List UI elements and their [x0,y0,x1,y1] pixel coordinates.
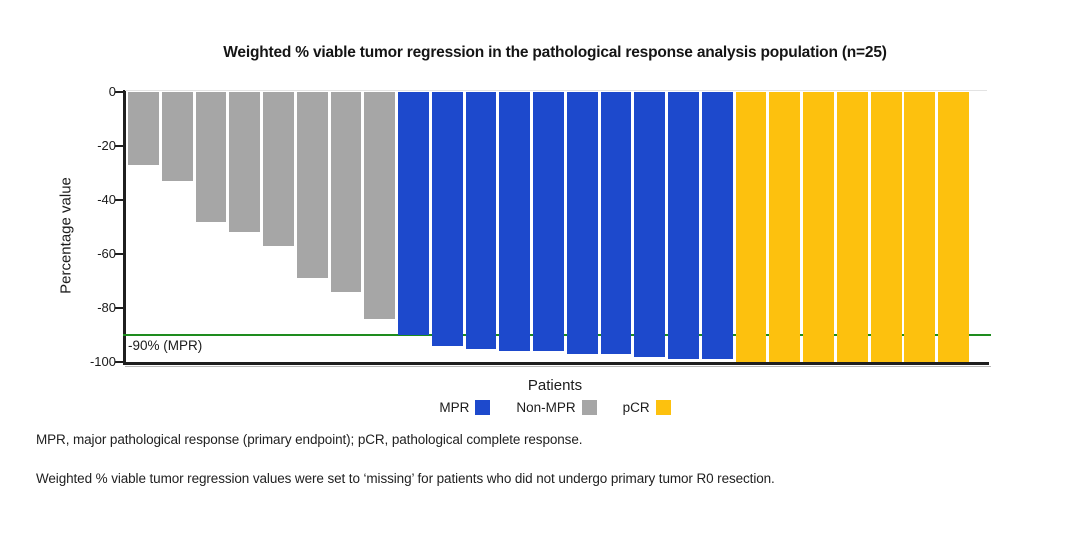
y-axis-tick-mark [115,361,123,363]
bar-mpr [701,92,733,360]
x-axis-title: Patients [527,377,583,394]
bar-non-mpr [195,92,227,222]
y-axis-line [123,90,126,364]
bar-non-mpr [296,92,328,279]
y-axis-tick-mark [115,199,123,201]
legend-label: Non-MPR [516,400,576,415]
y-axis-tick-label: -60 [97,246,116,261]
bar-non-mpr [161,92,193,182]
bar-mpr [431,92,463,346]
mpr-threshold-label: -90% (MPR) [128,338,203,353]
bar-non-mpr [263,92,294,246]
legend-item-pcr: pCR [623,400,671,415]
y-axis-tick-mark [115,145,123,147]
legend-swatch-mpr-icon [475,400,491,415]
legend-swatch-non-mpr-icon [581,400,597,415]
legend-item-mpr: MPR [439,400,491,415]
y-axis-tick-label: -100 [89,354,116,369]
y-axis-tick-label: -80 [97,300,116,315]
y-axis-tick-mark [115,91,123,93]
footnote-missing-data: Weighted % viable tumor regression value… [36,471,775,486]
bar-pcr [870,92,902,362]
bar-non-mpr [330,92,362,292]
y-axis-tick-mark [115,307,123,309]
x-axis-line [123,362,989,365]
y-axis-tick-label: -40 [97,192,116,207]
bar-pcr [735,92,767,362]
bar-mpr [634,92,666,357]
legend-item-non-mpr: Non-MPR [516,400,597,415]
legend-label: pCR [622,400,650,415]
bar-mpr [600,92,632,354]
legend: MPR Non-MPR pCR [125,400,985,415]
zero-gridline [125,90,987,91]
bar-mpr [533,92,564,352]
plot-area: -90% (MPR) [123,90,991,362]
bar-mpr [668,92,699,360]
y-axis-tick-label: 0 [108,84,116,99]
bar-pcr [803,92,834,362]
y-axis-tick-mark [115,253,123,255]
bar-pcr [904,92,936,362]
bar-non-mpr [128,92,159,165]
legend-swatch-pcr-icon [655,400,671,415]
bar-mpr [566,92,598,354]
chart-title: Weighted % viable tumor regression in th… [223,44,887,61]
bar-mpr [398,92,429,335]
bar-pcr [769,92,801,362]
bar-non-mpr [229,92,261,233]
bar-pcr [938,92,970,362]
x-axis-shadow-line [125,365,991,367]
footnote-abbreviations: MPR, major pathological response (primar… [36,432,583,447]
bar-pcr [836,92,868,362]
legend-label: MPR [439,400,470,415]
bar-non-mpr [364,92,396,319]
y-axis-tick-label: -20 [97,138,116,153]
y-axis-label: Percentage value [57,177,75,294]
bar-mpr [465,92,497,349]
bar-mpr [499,92,531,352]
